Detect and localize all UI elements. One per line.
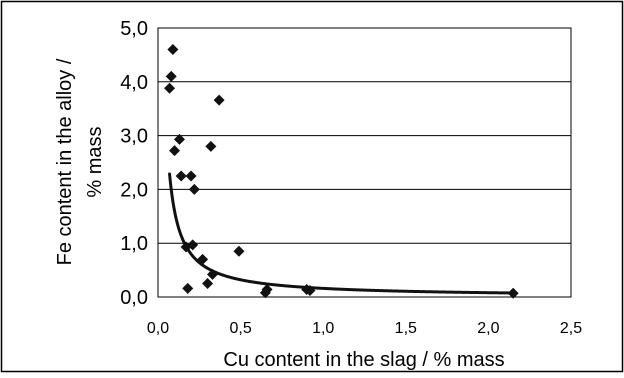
y-tick-label-1: 1,0 — [120, 233, 148, 255]
x-tick-label-2: 1,0 — [312, 320, 334, 337]
x-tick-labels: 0,0 0,5 1,0 1,5 2,0 2,5 — [147, 320, 582, 337]
y-tick-label-0: 0,0 — [120, 287, 148, 309]
x-axis-title: Cu content in the slag / % mass — [223, 349, 504, 371]
data-point-12 — [182, 282, 194, 294]
data-point-11 — [187, 239, 199, 251]
y-axis-title-line-1: Fe content in the alloy / — [54, 58, 76, 265]
data-point-18 — [261, 283, 273, 295]
y-axis-title: Fe content in the alloy / % mass — [54, 58, 106, 265]
x-tick-label-0: 0,0 — [147, 320, 169, 337]
data-point-15 — [207, 268, 219, 280]
y-tick-label-3: 3,0 — [120, 126, 148, 148]
data-point-9 — [213, 94, 225, 106]
data-point-2 — [164, 82, 176, 94]
data-point-8 — [205, 140, 217, 152]
plot-area — [157, 27, 572, 298]
data-point-5 — [175, 170, 187, 182]
data-point-14 — [202, 278, 214, 290]
data-point-16 — [233, 245, 245, 257]
x-tick-label-5: 2,5 — [560, 320, 582, 337]
data-points — [164, 44, 519, 299]
data-point-6 — [185, 170, 197, 182]
data-point-0 — [167, 44, 179, 56]
grid-lines — [158, 81, 571, 244]
x-tick-label-4: 2,0 — [477, 320, 499, 337]
x-tick-label-3: 1,5 — [395, 320, 417, 337]
y-tick-label-2: 2,0 — [120, 179, 148, 201]
data-point-21 — [507, 287, 519, 299]
data-point-13 — [197, 253, 209, 265]
y-tick-label-4: 4,0 — [120, 72, 148, 94]
data-point-7 — [188, 183, 200, 195]
trend-line — [168, 172, 515, 295]
data-point-4 — [173, 133, 185, 145]
y-tick-label-5: 5,0 — [120, 18, 148, 40]
data-point-3 — [169, 145, 181, 157]
x-tick-label-1: 0,5 — [229, 320, 251, 337]
y-axis-title-line-2: % mass — [84, 126, 106, 197]
y-tick-labels: 0,0 1,0 2,0 3,0 4,0 5,0 — [120, 18, 148, 309]
data-point-1 — [165, 70, 177, 82]
data-point-20 — [304, 285, 316, 297]
